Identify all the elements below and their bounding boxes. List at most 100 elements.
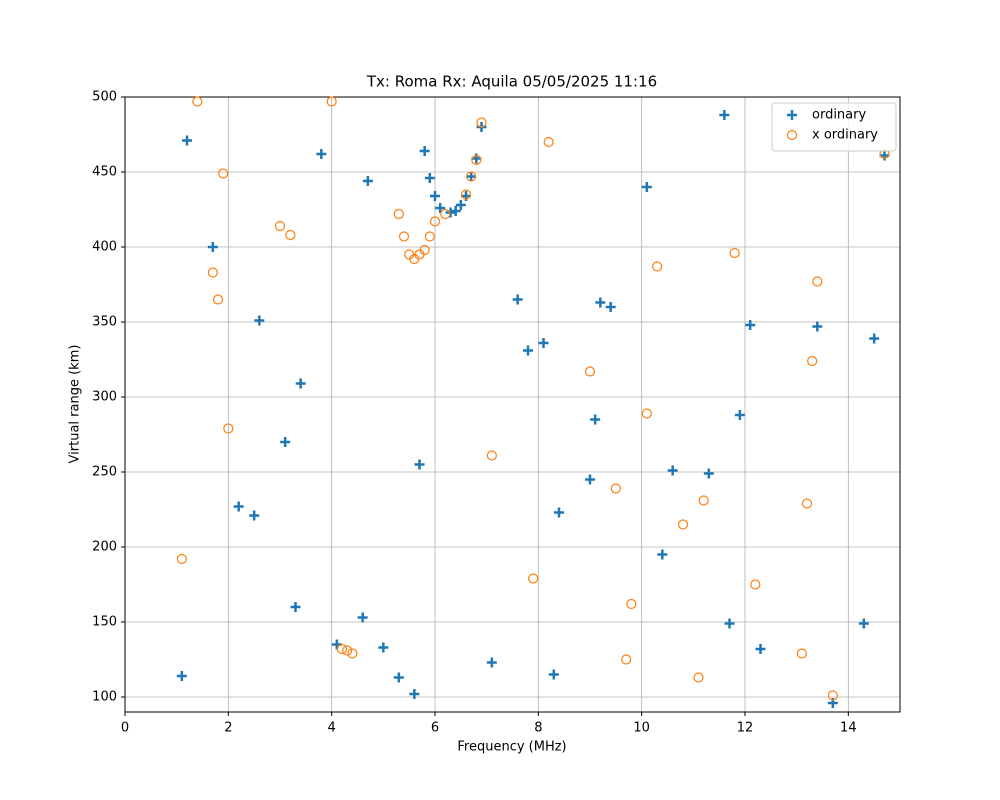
data-point [398, 231, 410, 242]
data-point [466, 171, 477, 182]
data-point [543, 136, 554, 148]
data-point [176, 671, 187, 681]
data-point [362, 176, 373, 186]
data-point [538, 338, 549, 348]
data-point [212, 294, 224, 305]
data-point [393, 208, 404, 220]
data-point [218, 168, 229, 179]
data-point [207, 267, 218, 278]
data-point [652, 261, 663, 272]
x-tick-label: 8 [534, 721, 542, 736]
data-point [610, 483, 621, 494]
x-tick-label: 6 [431, 721, 439, 736]
data-point [698, 495, 709, 506]
y-tick-label: 250 [92, 465, 117, 480]
legend-marker [786, 129, 798, 141]
data-point [693, 672, 704, 683]
data-point [249, 510, 260, 521]
data-point [285, 229, 296, 241]
data-point [869, 333, 880, 344]
y-tick-label: 450 [92, 165, 117, 180]
data-point [677, 519, 689, 530]
data-point [342, 645, 353, 656]
data-point [528, 573, 539, 584]
data-point [326, 96, 337, 107]
data-point [274, 220, 286, 232]
data-point [750, 579, 761, 590]
data-point [316, 149, 327, 159]
data-point [445, 207, 456, 218]
data-point [724, 618, 735, 629]
data-point [801, 498, 813, 509]
data-point [595, 297, 606, 308]
y-tick-label: 350 [92, 315, 117, 330]
data-point [435, 203, 446, 213]
data-point [585, 474, 595, 485]
data-point [605, 302, 616, 312]
data-point [584, 366, 596, 377]
data-point [295, 378, 306, 389]
x-tick-label: 0 [121, 721, 129, 736]
data-point [827, 690, 838, 701]
data-point [719, 110, 730, 120]
data-point [460, 189, 472, 200]
x-axis-label: Frequency (MHz) [457, 740, 566, 755]
y-tick-label: 200 [92, 540, 117, 555]
y-tick-label: 300 [92, 390, 117, 405]
legend-marker [787, 110, 797, 120]
data-point [347, 648, 358, 659]
data-point [393, 672, 404, 683]
data-point [440, 208, 451, 220]
data-point [429, 216, 441, 227]
data-point [430, 191, 440, 201]
data-point [667, 465, 678, 476]
data-point [419, 146, 430, 156]
x-tick-label: 12 [737, 721, 754, 736]
y-tick-label: 400 [92, 240, 117, 255]
data-point [755, 644, 766, 654]
data-point [336, 643, 348, 655]
data-point [796, 648, 807, 659]
data-point [254, 315, 265, 326]
data-point [207, 242, 218, 252]
data-point [745, 320, 756, 330]
data-point [450, 206, 461, 216]
data-point [590, 414, 601, 425]
data-point [554, 507, 564, 518]
data-point [233, 501, 244, 512]
data-point [858, 618, 869, 629]
data-point [729, 247, 740, 259]
data-point [414, 459, 425, 470]
data-point [807, 355, 818, 367]
data-point [812, 276, 823, 287]
y-tick-label: 100 [92, 690, 117, 705]
legend-box [771, 102, 897, 152]
data-point [621, 654, 632, 665]
data-point [548, 669, 559, 680]
data-point [424, 231, 435, 242]
data-point [657, 549, 668, 560]
data-point [357, 612, 368, 623]
chart-title: Tx: Roma Rx: Aquila 05/05/2025 11:16 [366, 73, 657, 91]
data-point [466, 171, 477, 182]
data-point [471, 154, 482, 166]
y-tick-label: 150 [92, 615, 117, 630]
data-point [641, 182, 652, 192]
data-point [424, 173, 435, 183]
data-point [476, 117, 487, 128]
data-point [512, 294, 523, 305]
x-tick-label: 10 [633, 721, 650, 736]
plot-frame [124, 96, 901, 713]
data-point [378, 642, 389, 653]
data-point [703, 468, 714, 479]
y-tick-label: 500 [92, 90, 117, 105]
data-point [419, 244, 430, 256]
data-point [223, 423, 234, 434]
data-point [734, 410, 745, 420]
legend-label: ordinary [812, 108, 866, 123]
data-point [523, 345, 533, 356]
data-point [641, 408, 652, 419]
data-point [812, 321, 823, 332]
